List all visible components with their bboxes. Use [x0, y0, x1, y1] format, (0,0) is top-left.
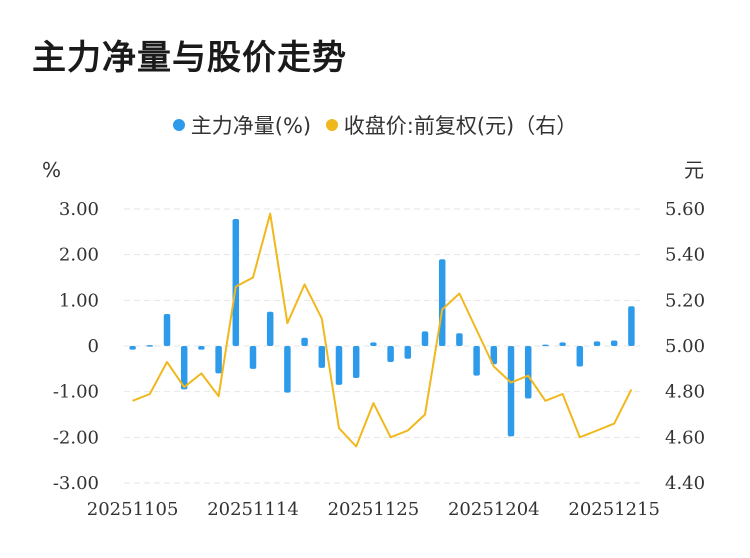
y-left-tick-label: -1.00: [53, 382, 99, 403]
y-right-tick-label: 5.20: [665, 290, 705, 311]
legend-label-close-price: 收盘价:前复权(元)（右）: [343, 114, 578, 138]
bar: [628, 306, 635, 346]
bar: [318, 346, 326, 368]
legend-label-net-volume: 主力净量(%): [190, 114, 312, 138]
legend-item-net-volume[interactable]: 主力净量(%): [172, 110, 312, 140]
bar: [129, 346, 136, 350]
bar: [421, 331, 429, 346]
x-tick-label: 20251114: [207, 499, 299, 520]
bar: [404, 346, 412, 359]
bar: [146, 345, 154, 347]
legend-item-close-price[interactable]: 收盘价:前复权(元)（右）: [325, 110, 578, 140]
bar: [524, 346, 532, 399]
bar: [249, 346, 257, 369]
bar: [232, 219, 240, 346]
bar: [490, 346, 498, 365]
axes: 3.00 5.60 2.00 5.40 1.00 5.20 0 5.00 -1.00 4.80 -2…: [42, 158, 705, 520]
grid-lines: [124, 208, 640, 484]
y-left-tick-label: 2.00: [59, 245, 99, 266]
y-right-tick-label: 5.00: [665, 336, 705, 357]
bar: [576, 346, 584, 367]
y-left-unit: %: [42, 158, 61, 182]
bar: [198, 346, 205, 350]
x-tick-label: 20251125: [328, 499, 420, 520]
y-right-tick-label: 4.60: [665, 427, 705, 448]
y-right-tick-label: 5.40: [665, 245, 705, 266]
price-line: [132, 212, 633, 448]
x-tick-label: 20251215: [568, 499, 660, 520]
bar: [507, 346, 515, 437]
bar: [266, 311, 274, 346]
chart-title: 主力净量与股价走势: [32, 38, 347, 78]
bar: [559, 342, 566, 346]
bar: [301, 337, 308, 346]
line-series: [132, 212, 633, 448]
y-left-tick-label: -2.00: [53, 427, 99, 448]
bar: [593, 341, 601, 346]
x-tick-label: 20251204: [448, 499, 540, 520]
bar-series: [129, 219, 635, 437]
y-left-tick-label: 1.00: [59, 290, 99, 311]
y-right-unit: 元: [684, 158, 704, 182]
legend-marker-net-volume: [172, 119, 185, 131]
bar: [473, 346, 480, 376]
bar: [180, 346, 188, 390]
bar: [542, 344, 549, 347]
bar: [352, 346, 360, 378]
bar: [163, 314, 171, 346]
y-left-tick-label: 0: [88, 336, 99, 357]
y-right-tick-label: 4.40: [665, 473, 705, 494]
y-right-tick-label: 5.60: [665, 199, 705, 220]
bar: [438, 259, 446, 346]
bar: [215, 346, 222, 374]
y-left-tick-label: -3.00: [53, 473, 99, 494]
bar: [610, 340, 618, 346]
legend-marker-close-price: [325, 119, 338, 131]
bar: [335, 346, 343, 385]
bar: [370, 342, 377, 346]
y-left-tick-label: 3.00: [59, 199, 99, 220]
bar: [387, 346, 394, 362]
bar: [456, 333, 463, 346]
y-right-tick-label: 4.80: [665, 382, 705, 403]
x-tick-label: 20251105: [87, 499, 179, 520]
chart-legend: 主力净量(%) 收盘价:前复权(元)（右）: [0, 110, 750, 140]
bar: [284, 346, 291, 393]
